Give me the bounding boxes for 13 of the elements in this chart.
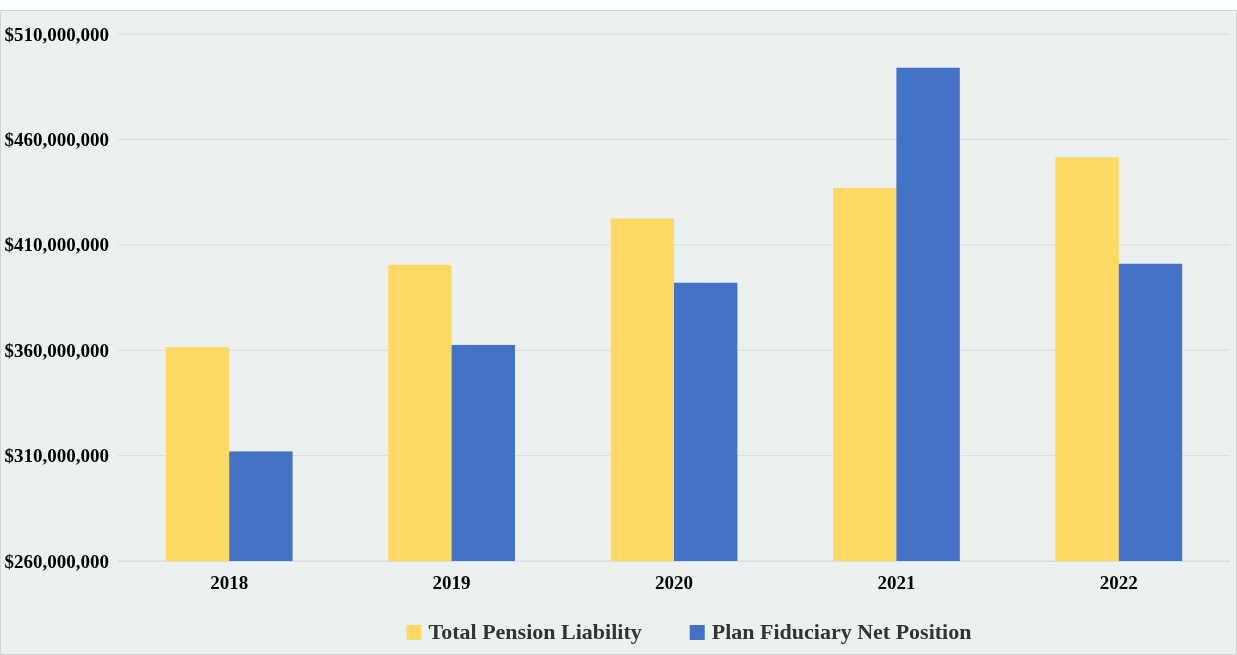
x-tick-label: 2020	[655, 571, 693, 593]
y-tick-label: $360,000,000	[4, 339, 109, 361]
legend-label: Plan Fiduciary Net Position	[711, 619, 972, 644]
x-tick-label: 2018	[210, 571, 249, 593]
x-tick-label: 2022	[1099, 571, 1138, 593]
y-tick-label: $410,000,000	[4, 234, 109, 256]
x-tick-label: 2021	[877, 571, 916, 593]
y-tick-label: $260,000,000	[4, 550, 109, 572]
x-tick-label: 2019	[432, 571, 471, 593]
y-tick-label: $310,000,000	[4, 445, 109, 467]
y-tick-label: $510,000,000	[4, 23, 109, 45]
y-tick-label: $460,000,000	[4, 128, 109, 150]
legend-label: Total Pension Liability	[428, 619, 642, 644]
